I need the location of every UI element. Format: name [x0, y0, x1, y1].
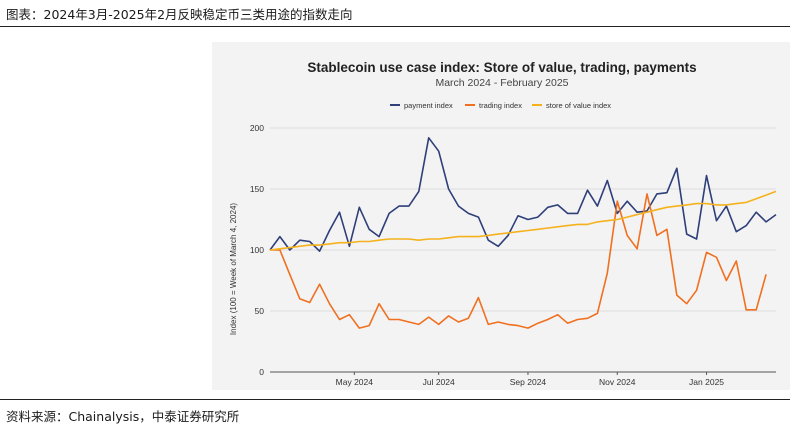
chart-subtitle: March 2024 - February 2025	[435, 77, 568, 89]
legend: payment index trading index store of value…	[390, 101, 611, 110]
y-tick-label: 50	[255, 306, 265, 316]
series-line-payment-index	[269, 137, 777, 252]
gridlines	[270, 127, 776, 373]
series-lines	[269, 137, 777, 329]
legend-label-payment-index: payment index	[404, 101, 453, 110]
figure-caption: 图表：2024年3月-2025年2月反映稳定币三类用途的指数走向	[6, 7, 353, 22]
legend-label-store-of-value-index: store of value index	[546, 101, 611, 110]
bottom-rule	[0, 399, 790, 400]
chart-panel: Stablecoin use case index: Store of valu…	[212, 42, 790, 390]
x-tick-labels: May 2024 Jul 2024 Sep 2024 Nov 2024 Jan 2025	[336, 372, 724, 387]
series-line-trading-index	[270, 193, 767, 329]
legend-label-trading-index: trading index	[479, 101, 522, 110]
x-tick-label: Jul 2024	[423, 377, 455, 387]
x-tick-label: May 2024	[336, 377, 374, 387]
chart-title: Stablecoin use case index: Store of valu…	[307, 60, 696, 75]
series-line-store-of-value-index	[269, 190, 777, 251]
y-tick-label: 150	[250, 184, 264, 194]
x-tick-label: Nov 2024	[599, 377, 636, 387]
x-tick-label: Jan 2025	[689, 377, 724, 387]
x-tick-label: Sep 2024	[510, 377, 547, 387]
top-rule	[0, 26, 790, 27]
source-note: 资料来源：Chainalysis，中泰证券研究所	[6, 409, 240, 424]
y-tick-labels: 0 50 100 150 200	[250, 123, 264, 377]
y-tick-label: 200	[250, 123, 264, 133]
line-chart: Stablecoin use case index: Store of valu…	[229, 60, 777, 387]
y-tick-label: 100	[250, 245, 264, 255]
y-axis-label: Index (100 = Week of March 4, 2024)	[229, 203, 238, 335]
y-tick-label: 0	[259, 367, 264, 377]
